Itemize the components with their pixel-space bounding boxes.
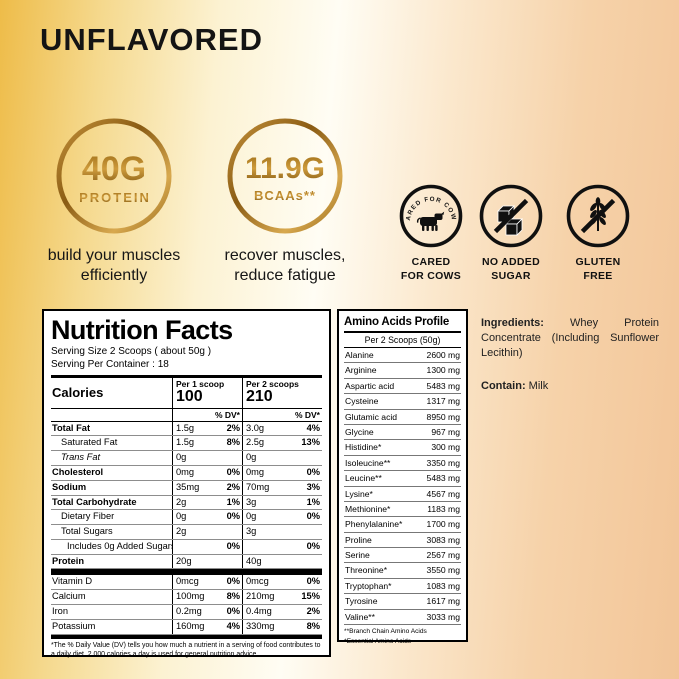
badge-ring-text: CARED FOR COWS [399,184,457,222]
bcaa-amount: 11.9G [245,152,325,185]
flavor-title: UNFLAVORED [40,22,263,57]
badge-label-line: GLUTEN [575,256,621,268]
protein-label: PROTEIN [79,190,151,205]
amino-row: Glutamic acid 8950 mg [344,410,461,425]
protein-feature-circle: 40G PROTEIN [54,116,174,236]
nutrition-row: Dietary Fiber 0g 0% 0g 0% [51,510,322,526]
nutrition-row: Protein 20g 40g [51,554,322,570]
bcaa-footnote: **Branch Chain Amino Acids [344,628,427,636]
section-divider-thick [51,569,322,576]
nutrition-row: Includes 0g Added Sugars 0% 0% [51,539,322,555]
nutrition-facts-panel: Nutrition Facts Serving Size 2 Scoops ( … [42,309,331,658]
amino-row: Threonine* 3550 mg [344,563,461,579]
amino-row: Tyrosine 1617 mg [344,594,461,610]
amino-acids-subtitle: Per 2 Scoops (50g) [344,333,461,348]
no-added-sugar-label: NO ADDED SUGAR [466,256,556,283]
dv-header-col2: % DV* [242,408,322,421]
servings-per-container: Serving Per Container : 18 [51,359,169,371]
amino-row: Leucine** 5483 mg [344,471,461,487]
nutrition-row: Cholesterol 0mg 0% 0mg 0% [51,465,322,481]
bcaa-caption: recover muscles, reduce fatigue [224,247,346,284]
calories-label: Calories [52,385,104,401]
amino-row: Isoleucine** 3350 mg [344,456,461,472]
contain-value: Milk [528,379,549,392]
amino-row: Histidine* 300 mg [344,440,461,456]
per-1-scoop-calories: Per 1 scoop 100 [172,377,242,408]
amino-row: Cysteine 1317 mg [344,394,461,410]
nutrition-facts-title: Nutrition Facts [51,315,233,345]
cared-for-cows-label: CARED FOR COWS [386,256,476,283]
amino-row: Valine** 3033 mg [344,610,461,626]
bcaa-label: BCAAs** [254,188,316,203]
amino-row: Methionine* 1183 mg [344,502,461,518]
ingredients-label: Ingredients: [481,317,544,329]
amino-row: Arginine 1300 mg [344,363,461,379]
col1-calories: 100 [176,387,203,405]
serving-size: Serving Size 2 Scoops ( about 50g ) [51,346,212,358]
protein-amount: 40G [82,150,146,188]
bcaa-feature-circle: 11.9G BCAAs** [225,116,345,236]
amino-row: Glycine 967 mg [344,425,461,441]
slash-mark [493,198,529,234]
badge-label-line: FREE [583,269,613,282]
amino-row: Phenylalanine* 1700 mg [344,517,461,533]
amino-row: Serine 2567 mg [344,548,461,564]
per-2-scoops-calories: Per 2 scoops 210 [242,377,322,408]
nutrition-row: Saturated Fat 1.5g 8% 2.5g 13% [51,436,322,452]
contain-label: Contain: [481,379,526,392]
nutrition-row: Potassium 160mg 4% 330mg 8% [51,619,322,635]
col1-header: Per 1 scoop [176,378,225,389]
amino-row: Tryptophan* 1083 mg [344,579,461,595]
badge-label-line: CARED [411,256,451,268]
amino-row: Proline 3083 mg [344,533,461,549]
amino-row: Lysine* 4567 mg [344,487,461,502]
protein-caption: build your muscles efficiently [47,247,181,284]
amino-row: Alanine 2600 mg [344,348,461,364]
gold-ring: 40G PROTEIN [56,118,172,234]
nutrition-row: Total Sugars 2g 3g [51,525,322,540]
dv-header-row: % DV* % DV* [51,407,322,422]
gluten-free-icon [566,184,630,248]
ingredients-text: Ingredients: Whey Protein Concentrate (I… [481,316,659,362]
gluten-free-label: GLUTEN FREE [553,256,643,283]
amino-acids-panel: Amino Acids Profile Per 2 Scoops (50g) A… [337,309,468,645]
ingredients-block: Ingredients: Whey Protein Concentrate (I… [481,316,659,394]
gluten-free-badge [566,184,630,248]
col2-header: Per 2 scoops [246,378,299,389]
no-added-sugar-badge [479,184,543,248]
cow-icon: CARED FOR COWS [396,179,463,248]
daily-value-footnote: *The % Daily Value (DV) tells you how mu… [51,641,321,658]
section-divider-medium [51,634,322,639]
amino-row: Aspartic acid 5483 mg [344,379,461,395]
col2-calories: 210 [246,387,273,405]
cared-for-cows-badge: CARED FOR COWS [396,179,463,248]
calories-header: Calories Per 1 scoop 100 Per 2 scoops 21… [51,374,322,408]
nutrition-row: Calcium 100mg 8% 210mg 15% [51,590,322,606]
nutrition-row: Iron 0.2mg 0% 0.4mg 2% [51,605,322,620]
no-sugar-icon [479,184,543,248]
nutrition-row: Sodium 35mg 2% 70mg 3% [51,480,322,496]
essential-footnote: *Essential Amino Acids [344,637,412,645]
cow-silhouette [416,211,445,231]
slash-mark [580,198,616,234]
ingredients-value: Whey Protein Concentrate (Including Sunf… [481,317,660,360]
badge-label-line: NO ADDED [481,256,540,268]
gold-ring: 11.9G BCAAs** [227,118,343,234]
dv-header-col1: % DV* [172,408,242,421]
amino-acids-title: Amino Acids Profile [344,314,461,333]
amino-footnotes: **Branch Chain Amino Acids *Essential Am… [344,625,461,647]
nutrition-row: Total Fat 1.5g 2% 3.0g 4% [51,421,322,437]
nutrition-row: Trans Fat 0g 0g [51,451,322,466]
badge-label-line: SUGAR [491,269,531,282]
dv-spacer [51,409,172,421]
nutrition-row: Vitamin D 0mcg 0% 0mcg 0% [51,575,322,591]
allergen-line: Contain: Milk [481,379,659,394]
nutrition-row: Total Carbohydrate 2g 1% 3g 1% [51,495,322,511]
badge-label-line: FOR COWS [400,269,462,282]
